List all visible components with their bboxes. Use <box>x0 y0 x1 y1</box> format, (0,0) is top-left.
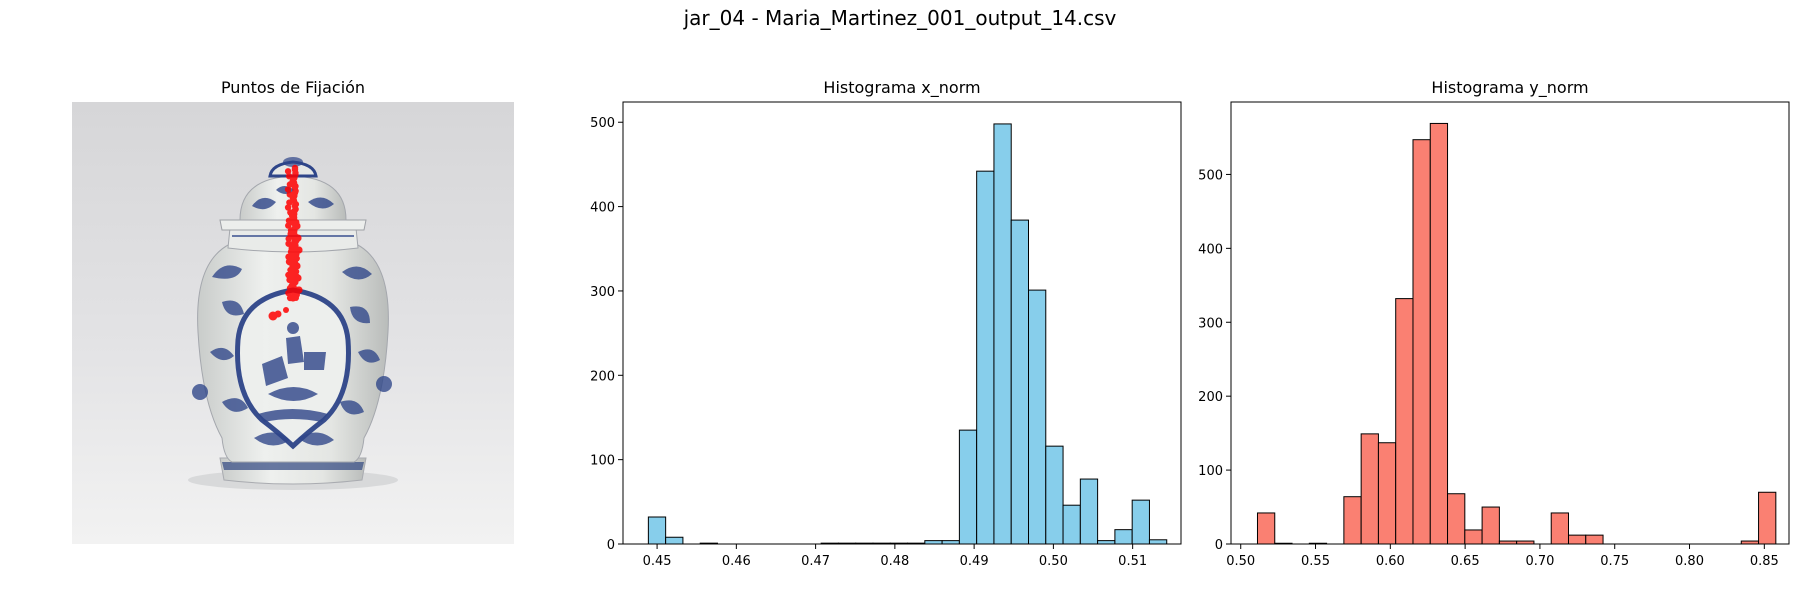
x-xtick-label: 0.45 <box>643 554 672 569</box>
y-xtick-label: 0.85 <box>1750 554 1779 569</box>
y-histogram-bar <box>1360 433 1379 545</box>
y-ytick-label: 300 <box>1198 316 1223 331</box>
figure-title: jar_04 - Maria_Martinez_001_output_14.cs… <box>683 6 1117 30</box>
y-xtick-label: 0.65 <box>1451 554 1480 569</box>
y-norm-histogram: 0.50 0.55 0.60 0.65 0.70 0.75 0.80 0.85 0 100 200 3… <box>1198 101 1790 569</box>
fixation-point <box>288 282 296 290</box>
x-histogram-bar <box>1079 478 1099 545</box>
x-histogram-bar <box>647 516 667 545</box>
y-histogram-bar <box>1412 139 1431 545</box>
fixation-point <box>286 218 294 226</box>
y-xtick-label: 0.50 <box>1226 554 1255 569</box>
x-histogram-bar <box>1010 219 1030 545</box>
fixation-point <box>286 199 293 206</box>
y-xtick-label: 0.60 <box>1376 554 1405 569</box>
y-xtick-label: 0.75 <box>1600 554 1629 569</box>
y-histogram-bar <box>1758 491 1777 545</box>
y-histogram-bar <box>1377 442 1397 545</box>
y-xtick-label: 0.80 <box>1675 554 1704 569</box>
x-histogram-bar <box>665 536 684 545</box>
x-xtick-label: 0.49 <box>960 554 989 569</box>
y-ytick-label: 100 <box>1198 464 1223 479</box>
x-xtick-label: 0.47 <box>801 554 830 569</box>
fixation-panel-title: Puntos de Fijación <box>220 78 366 97</box>
fixation-point <box>293 295 299 301</box>
x-ytick-label: 300 <box>590 285 615 300</box>
jar-photo <box>72 102 514 544</box>
x-xtick-label: 0.50 <box>1039 554 1068 569</box>
y-xtick-label: 0.55 <box>1301 554 1330 569</box>
x-ytick-label: 100 <box>590 454 615 469</box>
y-ytick-label: 200 <box>1198 390 1223 405</box>
x-ytick-label: 500 <box>590 116 615 131</box>
fixation-point <box>284 204 292 211</box>
y-ytick-label: 0 <box>1215 538 1223 553</box>
fixation-point <box>283 307 289 313</box>
x-ytick-label: 400 <box>590 201 615 216</box>
x-histogram-bar <box>976 170 995 545</box>
x-histogram-bar <box>993 123 1012 545</box>
x-histogram-bar <box>1045 445 1064 545</box>
fixation-point <box>284 168 292 175</box>
fixation-points <box>268 164 303 321</box>
x-histogram-bar <box>1148 539 1168 545</box>
x-histogram-bar <box>1028 289 1047 545</box>
x-histogram-title: Histograma x_norm <box>823 78 981 97</box>
fixation-point <box>286 258 294 266</box>
fixation-point <box>287 230 295 238</box>
y-histogram-bar <box>1550 512 1569 545</box>
fixation-point <box>285 289 292 297</box>
x-ytick-label: 200 <box>590 369 615 384</box>
fixation-point <box>288 242 296 250</box>
y-histogram-title: Histograma y_norm <box>1431 78 1589 97</box>
x-norm-histogram: 0.45 0.46 0.47 0.48 0.49 0.50 0.51 0 100 200 300 40… <box>590 101 1182 569</box>
y-histogram-bar <box>1567 534 1587 545</box>
x-axes-frame <box>622 101 1182 545</box>
y-ytick-label: 500 <box>1198 168 1223 183</box>
x-histogram-bar <box>958 429 978 545</box>
fixation-image <box>72 102 514 544</box>
x-xtick-label: 0.48 <box>880 554 909 569</box>
y-histogram-bar <box>1256 512 1276 545</box>
x-histogram-bar <box>941 540 960 545</box>
y-histogram-bar <box>1395 298 1414 545</box>
x-ytick-label: 0 <box>607 538 615 553</box>
fixation-point <box>287 270 295 278</box>
y-ytick-label: 400 <box>1198 242 1223 257</box>
fixation-point <box>286 181 294 188</box>
y-histogram-bar <box>1447 493 1466 545</box>
y-histogram-bar <box>1481 506 1500 545</box>
x-histogram-bar <box>1097 540 1116 545</box>
x-histogram-bar <box>1114 529 1133 545</box>
y-xtick-label: 0.70 <box>1525 554 1554 569</box>
y-histogram-bar <box>1464 529 1483 545</box>
x-xtick-label: 0.46 <box>722 554 751 569</box>
x-histogram-bar <box>924 540 943 545</box>
y-histogram-bar <box>1585 534 1604 545</box>
x-xtick-label: 0.51 <box>1118 554 1147 569</box>
y-axes-frame <box>1230 101 1790 545</box>
x-histogram-bar <box>1062 504 1081 545</box>
x-histogram-bar <box>1131 499 1150 545</box>
y-histogram-bar <box>1429 122 1449 545</box>
fixation-point <box>274 310 282 318</box>
y-histogram-bar <box>1343 496 1362 545</box>
fixation-point <box>284 186 292 193</box>
